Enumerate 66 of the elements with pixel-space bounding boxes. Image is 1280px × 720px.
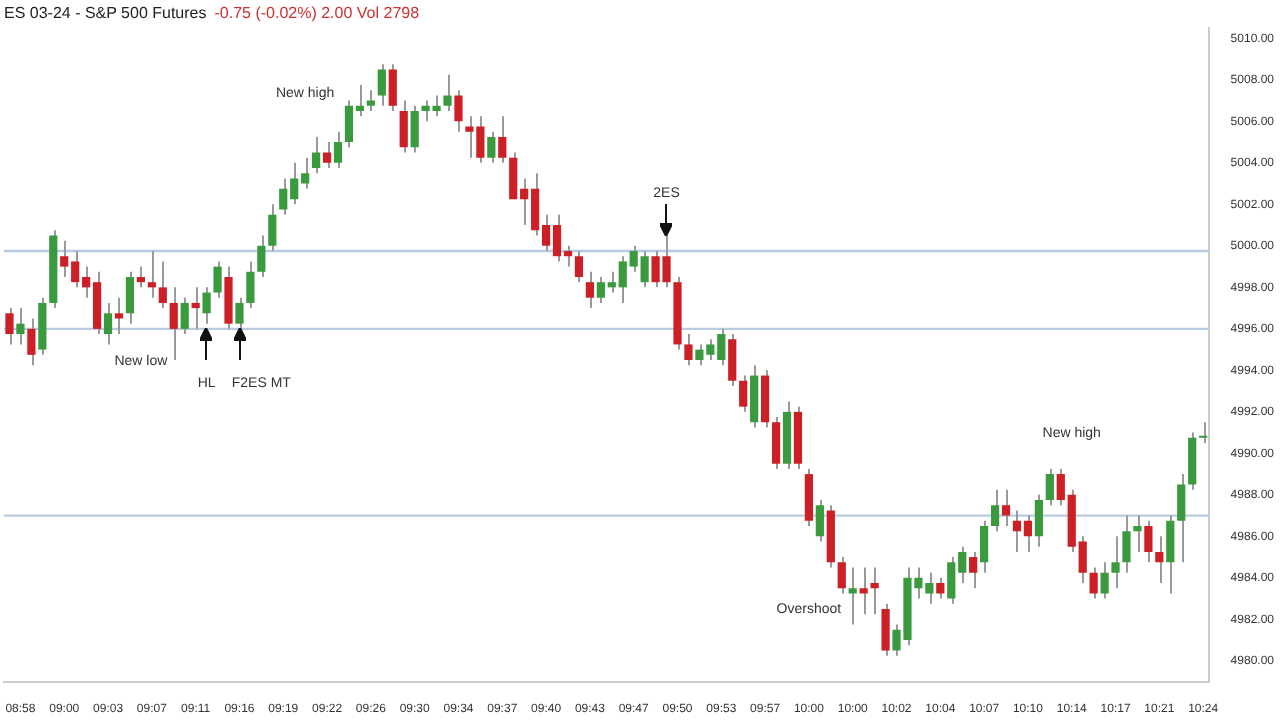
candlestick [114,296,124,336]
candlestick [27,317,36,367]
candlestick [213,260,222,299]
candlestick [1034,493,1043,548]
candlestick [399,99,408,154]
candlestick [1111,535,1120,590]
candlestick [859,566,868,616]
candlestick [1001,488,1011,527]
candlestick [837,556,846,595]
candlestick [1199,421,1208,444]
chart-title: ES 03-24 - S&P 500 Futures [4,4,207,22]
candlestick [180,296,189,336]
candlestick [771,416,781,470]
candlestick [574,250,584,284]
candlestick [585,270,594,310]
candlestick [684,333,693,367]
candlestick [38,296,47,356]
candlestick [1133,514,1142,553]
candlestick [443,73,452,112]
candlestick [728,333,737,387]
candlestick [5,307,14,346]
candlestick [136,265,145,289]
candlestick [257,234,266,278]
candlestick [125,270,135,325]
candlestick [16,307,25,346]
candlestick [147,250,156,299]
candlestick [739,374,748,413]
candlestick [1089,566,1098,600]
candlestick [487,130,496,164]
candlestick [454,89,463,133]
candlestick [881,602,890,657]
candlestick [366,89,375,112]
candlestick [388,63,397,112]
candlestick [990,488,1000,533]
candlestick [498,115,507,164]
chart-subtitle: -0.75 (-0.02%) 2.00 Vol 2798 [214,4,420,22]
candlestick [761,369,770,429]
candlestick [312,135,321,175]
candlestick [969,550,978,590]
candlestick [103,301,113,346]
candlestick [804,467,814,527]
candlestick [169,286,178,361]
candlestick [224,265,233,330]
candlestick [750,364,759,429]
candlestick [377,63,386,107]
candlestick [1045,467,1054,507]
candlestick [1155,535,1164,585]
candlestick [936,576,945,600]
candlestick [1188,431,1197,491]
candlestick [1122,514,1131,574]
candlestick [815,499,824,543]
candlestick [1100,561,1109,600]
candlestick [268,203,277,253]
candlestick [322,141,332,170]
candlestick [246,260,255,310]
candlestick [410,104,419,154]
candlestick [980,519,989,574]
candlestick [202,286,211,325]
candlestick [191,286,200,330]
candlestick [870,566,879,616]
candlestick [1177,473,1186,564]
candlestick [1144,519,1153,564]
candlestick [848,566,857,626]
candlestick [1166,514,1175,595]
candlestick [333,130,343,170]
candlestick [158,260,167,310]
